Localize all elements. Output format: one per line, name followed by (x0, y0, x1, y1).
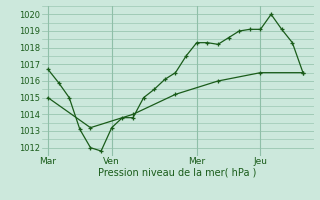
X-axis label: Pression niveau de la mer( hPa ): Pression niveau de la mer( hPa ) (99, 168, 257, 178)
